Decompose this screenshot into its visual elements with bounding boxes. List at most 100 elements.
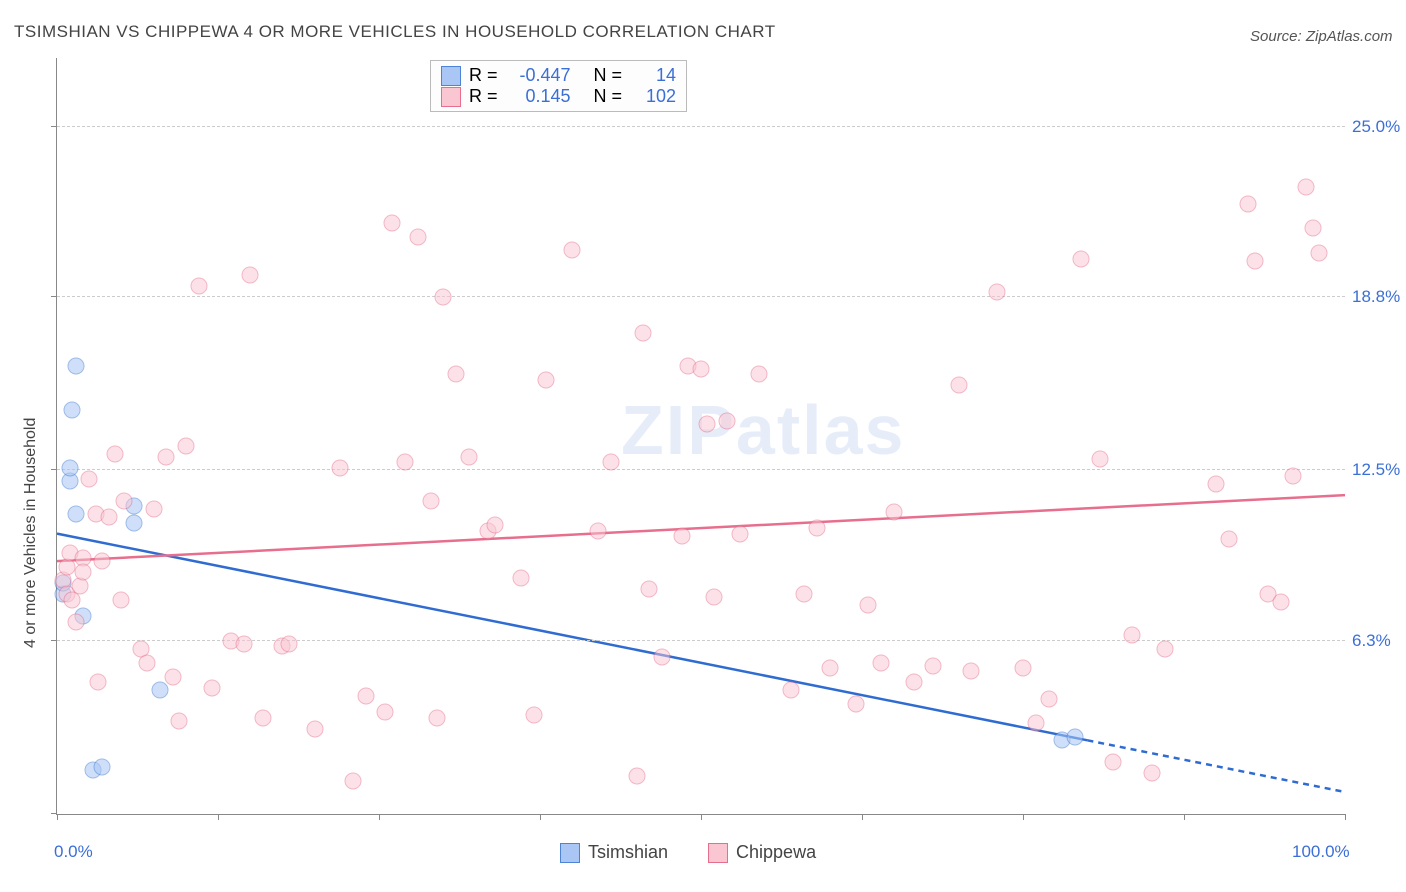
data-point	[1240, 195, 1257, 212]
data-point	[164, 668, 181, 685]
data-point	[905, 674, 922, 691]
data-point	[1304, 220, 1321, 237]
n-label: N =	[579, 65, 633, 86]
r-value: -0.447	[511, 65, 571, 86]
data-point	[1285, 467, 1302, 484]
data-point	[152, 682, 169, 699]
data-point	[1072, 250, 1089, 267]
data-point	[654, 649, 671, 666]
data-point	[81, 470, 98, 487]
data-point	[461, 448, 478, 465]
legend-row: R = 0.145 N = 102	[441, 86, 676, 107]
x-tick	[701, 814, 702, 820]
data-point	[924, 657, 941, 674]
y-tick	[51, 296, 57, 297]
data-point	[589, 522, 606, 539]
data-point	[635, 324, 652, 341]
data-point	[409, 228, 426, 245]
data-point	[486, 517, 503, 534]
data-point	[989, 283, 1006, 300]
data-point	[255, 709, 272, 726]
data-point	[538, 371, 555, 388]
data-point	[113, 591, 130, 608]
data-point	[61, 459, 78, 476]
gridline	[57, 296, 1345, 297]
data-point	[963, 663, 980, 680]
x-tick	[57, 814, 58, 820]
legend-swatch	[441, 87, 461, 107]
data-point	[235, 635, 252, 652]
data-point	[90, 674, 107, 691]
data-point	[821, 660, 838, 677]
data-point	[673, 528, 690, 545]
data-point	[1027, 715, 1044, 732]
data-point	[1040, 690, 1057, 707]
legend-row: R = -0.447 N = 14	[441, 65, 676, 86]
data-point	[139, 654, 156, 671]
data-point	[796, 586, 813, 603]
data-point	[1156, 641, 1173, 658]
legend-label: Tsimshian	[588, 842, 668, 863]
n-label: N =	[579, 86, 633, 107]
data-point	[106, 445, 123, 462]
r-label: R =	[469, 86, 503, 107]
data-point	[886, 503, 903, 520]
chart-title: TSIMSHIAN VS CHIPPEWA 4 OR MORE VEHICLES…	[14, 22, 776, 42]
data-point	[100, 509, 117, 526]
data-point	[94, 759, 111, 776]
trend-lines	[57, 58, 1345, 814]
y-tick	[51, 469, 57, 470]
data-point	[1124, 627, 1141, 644]
r-value: 0.145	[511, 86, 571, 107]
data-point	[1221, 531, 1238, 548]
series-legend: Tsimshian Chippewa	[560, 842, 816, 863]
y-tick-label: 12.5%	[1352, 460, 1400, 480]
data-point	[808, 520, 825, 537]
legend-swatch	[560, 843, 580, 863]
data-point	[860, 597, 877, 614]
n-value: 102	[640, 86, 676, 107]
x-tick	[379, 814, 380, 820]
legend-swatch	[708, 843, 728, 863]
legend-label: Chippewa	[736, 842, 816, 863]
x-tick	[1345, 814, 1346, 820]
gridline	[57, 469, 1345, 470]
data-point	[158, 448, 175, 465]
data-point	[564, 242, 581, 259]
data-point	[422, 492, 439, 509]
data-point	[64, 401, 81, 418]
data-point	[1208, 476, 1225, 493]
y-tick	[51, 126, 57, 127]
y-tick-label: 6.3%	[1352, 631, 1391, 651]
n-value: 14	[640, 65, 676, 86]
data-point	[345, 773, 362, 790]
data-point	[641, 580, 658, 597]
data-point	[1298, 179, 1315, 196]
data-point	[1092, 451, 1109, 468]
data-point	[383, 214, 400, 231]
data-point	[718, 412, 735, 429]
data-point	[602, 454, 619, 471]
data-point	[358, 687, 375, 704]
data-point	[847, 696, 864, 713]
data-point	[280, 635, 297, 652]
data-point	[145, 500, 162, 517]
data-point	[396, 454, 413, 471]
data-point	[1066, 729, 1083, 746]
data-point	[428, 709, 445, 726]
x-axis-max-label: 100.0%	[1292, 842, 1350, 862]
x-tick	[1184, 814, 1185, 820]
legend-item: Tsimshian	[560, 842, 668, 863]
data-point	[950, 377, 967, 394]
x-tick	[862, 814, 863, 820]
y-tick-label: 25.0%	[1352, 117, 1400, 137]
data-point	[525, 707, 542, 724]
data-point	[783, 682, 800, 699]
x-axis-min-label: 0.0%	[54, 842, 93, 862]
r-label: R =	[469, 65, 503, 86]
data-point	[177, 437, 194, 454]
x-tick	[1023, 814, 1024, 820]
data-point	[699, 415, 716, 432]
data-point	[74, 564, 91, 581]
x-tick	[540, 814, 541, 820]
